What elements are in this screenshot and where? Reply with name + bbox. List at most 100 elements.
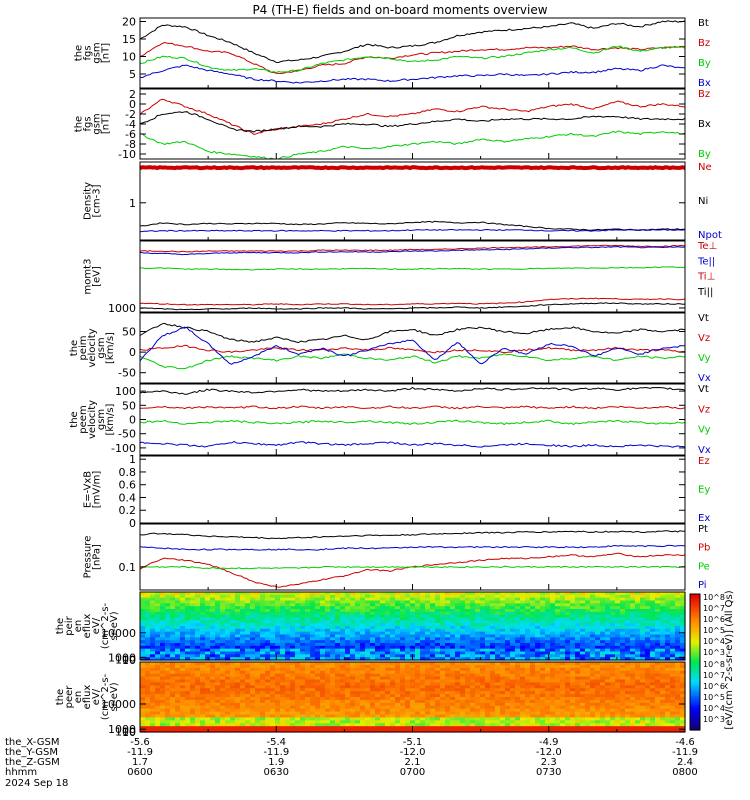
series-line — [139, 245, 686, 256]
x-tick-label: -11.9 — [263, 747, 289, 758]
series-line — [139, 565, 686, 570]
series-line — [140, 266, 686, 271]
panel-frame — [139, 523, 686, 591]
panel-frame — [139, 455, 686, 524]
svg-text:[nPa]: [nPa] — [92, 544, 103, 570]
x-tick-label: 0630 — [264, 767, 289, 778]
svg-text:gsm: gsm — [92, 42, 103, 63]
svg-text:eflux: eflux — [82, 614, 93, 639]
y-tick-label: 50 — [122, 399, 136, 412]
x-tick-label: -4.9 — [539, 737, 559, 748]
svg-text:velocity: velocity — [87, 328, 98, 367]
svg-text:Density: Density — [83, 182, 94, 220]
x-tick-label: 0800 — [672, 767, 697, 778]
svg-text:the: the — [69, 411, 80, 427]
svg-text:peir: peir — [64, 615, 75, 635]
series-line — [139, 544, 686, 551]
x-tick-label: 0730 — [536, 767, 561, 778]
colorbar-tick-label: 10^5 — [703, 626, 725, 635]
legend-entry: Bt — [698, 18, 709, 29]
date-label: 2024 Sep 18 — [5, 778, 68, 789]
colorbar-tick-label: 10^8 — [703, 593, 725, 602]
x-tick-label: 1.7 — [132, 757, 148, 768]
legend-entry: By — [698, 149, 711, 160]
y-tick-label: 20 — [122, 16, 136, 29]
series-line — [139, 64, 686, 84]
svg-text:sr-eV): sr-eV) — [109, 611, 120, 640]
legend-entry: Te|| — [697, 256, 715, 267]
legend-entry: Vx — [698, 373, 711, 384]
y-tick-label: -10 — [118, 148, 136, 161]
legend-entry: Ti|| — [697, 287, 713, 298]
svg-text:the: the — [55, 618, 66, 634]
y-tick-label: -2 — [125, 108, 136, 121]
y-tick-label: 10000 — [101, 627, 136, 640]
legend-entry: Ne — [698, 162, 712, 173]
y-tick-label: 0 — [129, 98, 136, 111]
y-tick-label: 0.2 — [119, 504, 137, 517]
series-line — [139, 111, 686, 133]
y-tick-label: 2 — [129, 88, 136, 101]
x-tick-label: -5.6 — [130, 737, 150, 748]
panel-7: Ez Ey Ex 00.20.40.60.81 E=-VxB[mV/m] — [83, 453, 711, 530]
svg-text:the: the — [74, 45, 85, 61]
y-tick-label: 0 — [129, 517, 136, 530]
spectrogram-9 — [140, 592, 686, 661]
colorbar-tick-label: 10^7 — [703, 604, 725, 613]
svg-text:eV/: eV/ — [91, 617, 102, 634]
panel-4: Te⊥ Te|| Ti⊥ Ti|| 1000 momt3[eV] — [83, 240, 717, 315]
y-tick-label: 100 — [115, 726, 136, 739]
legend-entry: Vz — [698, 404, 710, 415]
x-tick-label: -4.6 — [675, 737, 695, 748]
series-line — [139, 228, 686, 233]
legend-entry: Bx — [698, 119, 711, 130]
colorbar: 10^8 10^8 10^7 10^7 10^6 10^6 10^5 10^5 10^4 10^4… — [689, 590, 735, 731]
colorbar-title: [eV/(cm^2-s-sr-eV)] (All Qs) — [724, 590, 735, 729]
y-tick-label: 10000 — [101, 698, 136, 711]
legend-entry: Vx — [698, 445, 711, 456]
y-tick-label: -8 — [125, 138, 136, 151]
panel-frame — [139, 312, 686, 384]
x-tick-label: -11.9 — [127, 747, 153, 758]
series-line — [139, 165, 686, 171]
legend-entry: Ni — [698, 196, 708, 207]
y-axis-label: Pressure[nPa] — [83, 536, 103, 579]
colorbar-tick-label: 10^3 — [703, 648, 725, 657]
svg-text:gsm: gsm — [96, 409, 107, 430]
y-tick-label: 10 — [122, 654, 136, 667]
series-line — [140, 405, 686, 410]
series-line — [139, 98, 686, 136]
svg-text:peem: peem — [78, 405, 89, 433]
y-tick-label: 100 — [115, 654, 136, 667]
colorbar-tick-label: 10^8 — [703, 660, 725, 669]
colorbar-tick-label: 10^5 — [703, 693, 725, 702]
svg-text:the: the — [69, 340, 80, 356]
x-row-label: the_X-GSM — [5, 737, 59, 748]
y-tick-label: 1000 — [108, 651, 136, 664]
svg-text:[km/s]: [km/s] — [105, 332, 116, 364]
series-line — [139, 326, 686, 365]
legend-entry: Te⊥ — [697, 241, 717, 252]
y-tick-label: 0.1 — [119, 561, 137, 574]
x-tick-label: -5.4 — [266, 737, 286, 748]
x-tick-label: 0600 — [127, 767, 152, 778]
x-tick-label: -12.0 — [536, 747, 562, 758]
svg-text:velocity: velocity — [87, 400, 98, 439]
x-axis-labels: the_X-GSM -5.6 -5.4 -5.1 -4.9 -4.6 the_Y-GSM -1… — [5, 737, 698, 789]
y-tick-label: -50 — [118, 428, 136, 441]
chart-title: P4 (TH-E) fields and on-board moments ov… — [252, 3, 547, 17]
y-tick-label: 0.4 — [119, 491, 137, 504]
colorbar-tick-label: 10^7 — [703, 671, 725, 680]
y-tick-label: 15 — [122, 33, 136, 46]
series-line — [139, 419, 686, 426]
x-tick-label: 0700 — [400, 767, 425, 778]
y-axis-label: momt3[eV] — [83, 259, 103, 295]
legend-entry: Vy — [698, 425, 711, 436]
